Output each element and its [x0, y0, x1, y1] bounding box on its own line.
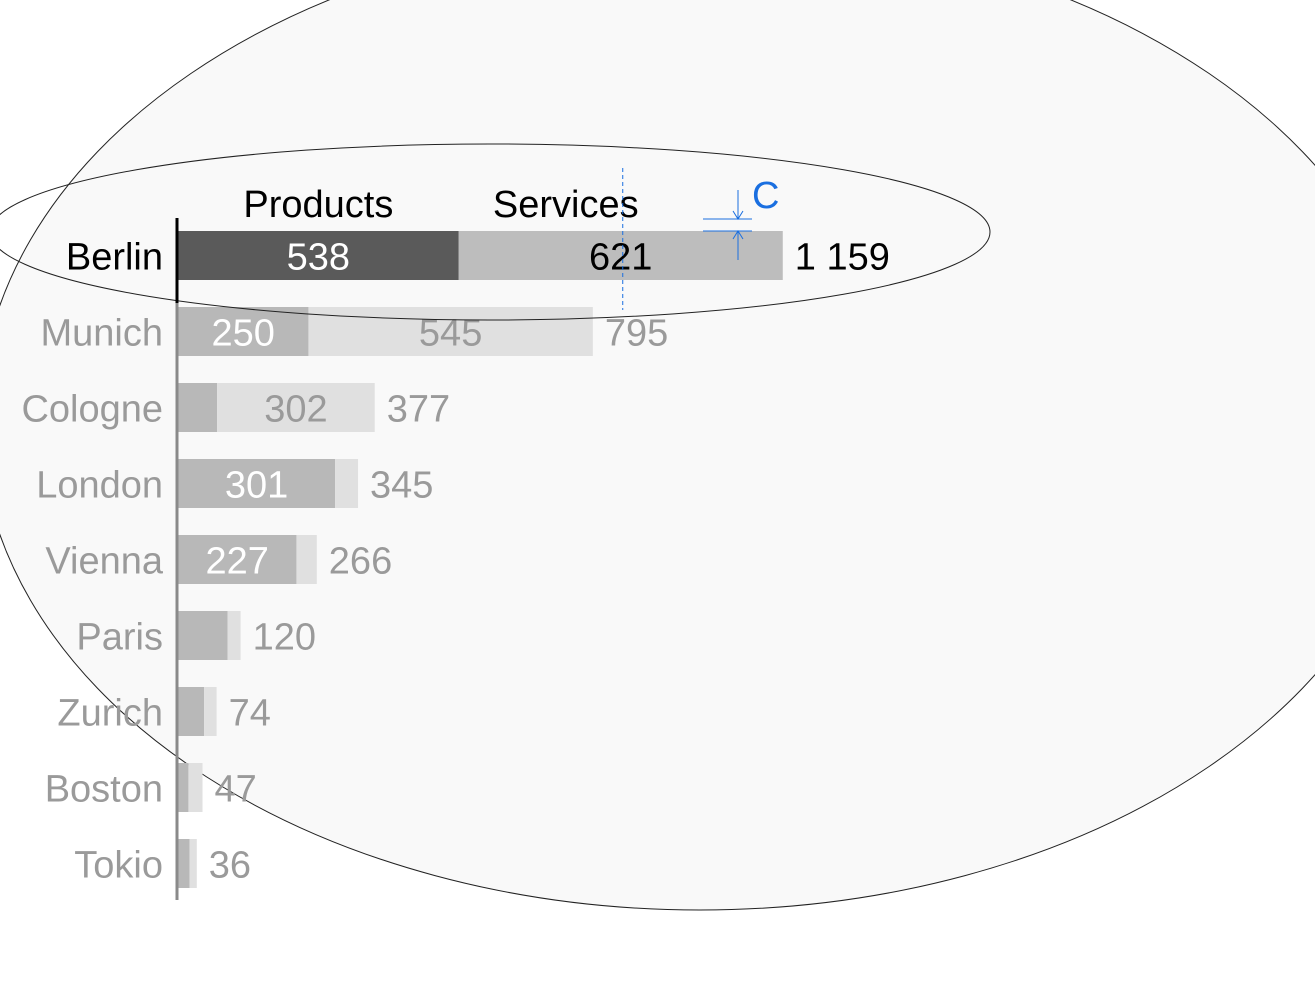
bar-services-cologne — [217, 383, 375, 432]
legend: Products Services — [243, 184, 638, 226]
total-label-london: 345 — [370, 465, 433, 507]
legend-label-products: Products — [243, 184, 393, 226]
bar-services-berlin — [458, 231, 783, 280]
bar-products-paris — [178, 611, 228, 660]
bar-products-cologne — [178, 383, 218, 432]
annotation-arrowhead-up — [732, 230, 744, 240]
data-label-services-munich: 545 — [419, 313, 482, 355]
bar-services-tokio — [189, 839, 197, 888]
category-label-munich: Munich — [41, 313, 164, 355]
bars-layer: Berlin 538 621 1 159 Munich 250 545 795 Cologne 3… — [21, 231, 890, 900]
bar-products-berlin — [178, 231, 459, 280]
total-label-munich: 795 — [605, 313, 668, 355]
bar-services-london — [335, 459, 359, 508]
category-label-zurich: Zurich — [57, 693, 163, 735]
bar-services-boston — [188, 763, 203, 812]
bar-products-munich — [178, 307, 309, 356]
bar-services-vienna — [296, 535, 317, 584]
category-label-london: London — [36, 465, 163, 507]
category-label-tokio: Tokio — [74, 845, 163, 887]
data-label-services-berlin: 621 — [589, 237, 652, 279]
category-label-vienna: Vienna — [45, 541, 164, 583]
category-label-berlin: Berlin — [66, 237, 163, 279]
annotation-marker-label: C — [752, 175, 779, 217]
total-label-paris: 120 — [253, 617, 316, 659]
bar-products-vienna — [178, 535, 297, 584]
bar-services-munich — [308, 307, 593, 356]
total-label-berlin: 1 159 — [795, 237, 890, 279]
background-ellipse — [0, 0, 1315, 911]
category-label-paris: Paris — [76, 617, 163, 659]
annotation: C — [622, 168, 779, 310]
bar-services-zurich — [204, 687, 217, 736]
total-label-vienna: 266 — [329, 541, 392, 583]
category-label-boston: Boston — [45, 769, 163, 811]
bar-services-paris — [227, 611, 241, 660]
bar-products-boston — [178, 763, 189, 812]
legend-label-services: Services — [493, 184, 639, 226]
data-label-products-berlin: 538 — [287, 237, 350, 279]
data-label-products-vienna: 227 — [206, 541, 269, 583]
bar-products-tokio — [178, 839, 190, 888]
bar-products-zurich — [178, 687, 205, 736]
total-label-tokio: 36 — [209, 845, 251, 887]
data-label-services-cologne: 302 — [264, 389, 327, 431]
annotation-arrowhead-down — [732, 210, 744, 220]
category-label-cologne: Cologne — [21, 389, 163, 431]
bar-products-london — [178, 459, 336, 508]
total-label-zurich: 74 — [229, 693, 271, 735]
data-label-products-london: 301 — [225, 465, 288, 507]
data-label-products-munich: 250 — [212, 313, 275, 355]
highlight-ellipse — [0, 143, 991, 321]
total-label-boston: 47 — [215, 769, 257, 811]
total-label-cologne: 377 — [387, 389, 450, 431]
